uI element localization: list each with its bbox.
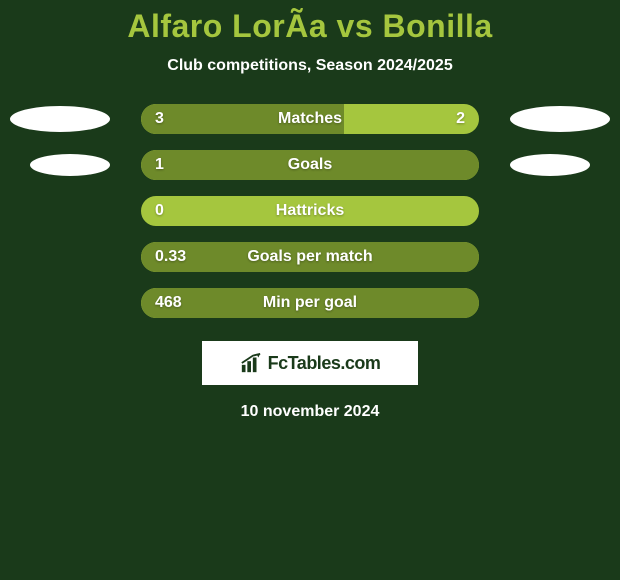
brand-logo[interactable]: FcTables.com	[202, 341, 418, 385]
stat-left-value: 0.33	[155, 248, 186, 266]
player-badge-left	[10, 106, 110, 132]
player-badge-right	[510, 106, 610, 132]
stat-left-value: 3	[155, 110, 164, 128]
stat-bar: 1 Goals	[140, 149, 480, 181]
stats-area: 3 Matches 2 1 Goals 0 Hattricks	[0, 103, 620, 319]
stat-right-value: 2	[456, 110, 465, 128]
stat-row-goals: 1 Goals	[0, 149, 620, 181]
stat-bar: 3 Matches 2	[140, 103, 480, 135]
stat-bar: 0 Hattricks	[140, 195, 480, 227]
player-badge-left	[30, 154, 110, 176]
stat-label: Goals per match	[247, 248, 372, 266]
stat-row-hattricks: 0 Hattricks	[0, 195, 620, 227]
stat-label: Matches	[278, 110, 342, 128]
player-badge-right	[510, 154, 590, 176]
stat-bar: 0.33 Goals per match	[140, 241, 480, 273]
stat-label: Goals	[288, 156, 332, 174]
stat-label: Hattricks	[276, 202, 344, 220]
chart-icon	[240, 352, 262, 374]
comparison-card: Alfaro LorÃ­a vs Bonilla Club competitio…	[0, 0, 620, 580]
stat-row-gpm: 0.33 Goals per match	[0, 241, 620, 273]
page-title: Alfaro LorÃ­a vs Bonilla	[127, 8, 492, 45]
stat-bar: 468 Min per goal	[140, 287, 480, 319]
stat-label: Min per goal	[263, 294, 357, 312]
brand-text: FcTables.com	[268, 353, 381, 374]
date-label: 10 november 2024	[241, 403, 380, 421]
stat-left-value: 0	[155, 202, 164, 220]
stat-row-mpg: 468 Min per goal	[0, 287, 620, 319]
stat-left-value: 1	[155, 156, 164, 174]
subtitle: Club competitions, Season 2024/2025	[167, 57, 452, 75]
stat-left-value: 468	[155, 294, 182, 312]
stat-row-matches: 3 Matches 2	[0, 103, 620, 135]
